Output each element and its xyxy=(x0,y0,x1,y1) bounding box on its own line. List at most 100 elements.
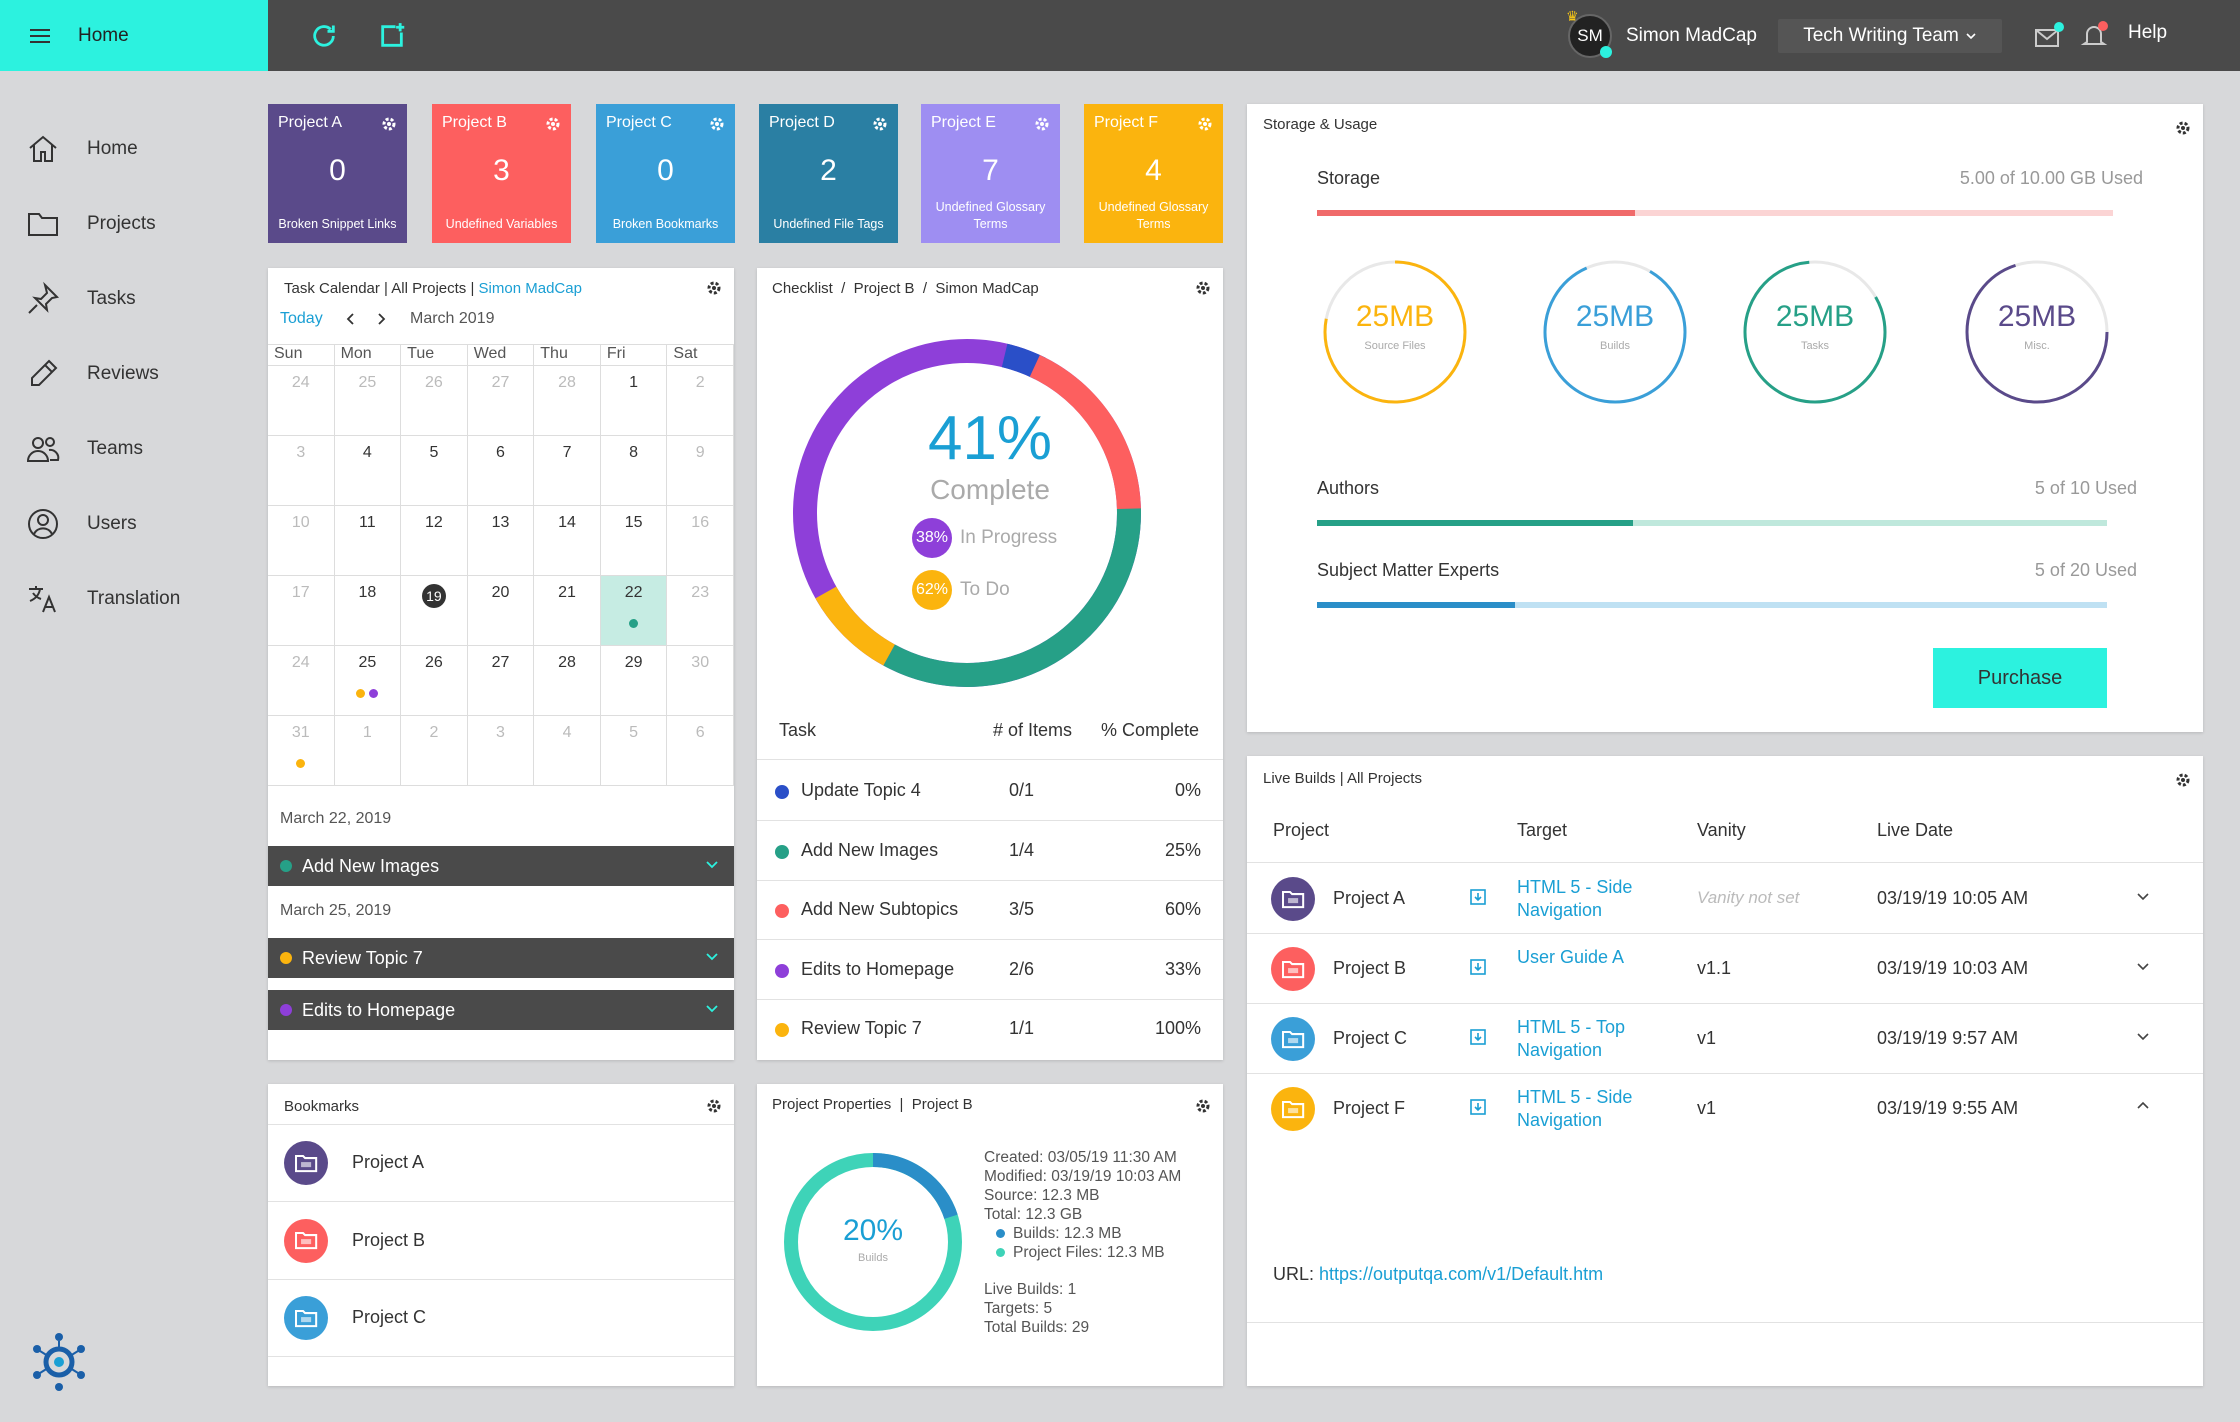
table-row[interactable]: Update Topic 4 0/1 0% xyxy=(757,762,1223,821)
table-row[interactable]: Review Topic 7 1/1 100% xyxy=(757,1000,1223,1058)
gear-icon[interactable] xyxy=(1034,116,1050,132)
stat-tile[interactable]: Project D 2 Undefined File Tags xyxy=(759,104,898,243)
gear-icon[interactable] xyxy=(1195,280,1211,296)
calendar-day[interactable]: 28 xyxy=(534,646,601,716)
calendar-day[interactable]: 14 xyxy=(534,506,601,576)
gear-icon[interactable] xyxy=(2175,772,2191,788)
sidebar-item-tasks[interactable]: Tasks xyxy=(0,269,268,329)
calendar-day[interactable]: 4 xyxy=(534,716,601,786)
chevron-up-icon[interactable] xyxy=(2135,1098,2151,1119)
calendar-day[interactable]: 6 xyxy=(467,436,535,506)
team-select[interactable]: Tech Writing Team xyxy=(1778,19,2002,53)
build-target-link[interactable]: HTML 5 - Side Navigation xyxy=(1517,1087,1633,1130)
stat-tile[interactable]: Project B 3 Undefined Variables xyxy=(432,104,571,243)
calendar-day[interactable]: 26 xyxy=(401,646,468,716)
calendar-day[interactable]: 24 xyxy=(268,366,335,436)
table-row[interactable]: Project C HTML 5 - Top Navigation v1 03/19/… xyxy=(1247,1004,2203,1074)
stat-tile[interactable]: Project C 0 Broken Bookmarks xyxy=(596,104,735,243)
table-row[interactable]: Edits to Homepage 2/6 33% xyxy=(757,941,1223,1000)
menu-icon[interactable] xyxy=(30,25,50,47)
calendar-day[interactable]: 25 xyxy=(334,366,402,436)
sidebar-item-teams[interactable]: Teams xyxy=(0,419,268,479)
mail-icon[interactable] xyxy=(2034,22,2064,50)
download-icon[interactable] xyxy=(1469,958,1487,981)
calendar-day[interactable]: 10 xyxy=(268,506,335,576)
brand-home[interactable]: Home xyxy=(0,0,268,71)
chevron-down-icon[interactable] xyxy=(2135,1028,2151,1049)
calendar-day[interactable]: 1 xyxy=(334,716,402,786)
refresh-icon[interactable] xyxy=(310,22,338,50)
calendar-day[interactable]: 13 xyxy=(467,506,535,576)
calendar-day[interactable]: 4 xyxy=(334,436,402,506)
calendar-day[interactable]: 9 xyxy=(667,436,734,506)
chevron-down-icon[interactable] xyxy=(2135,958,2151,979)
today-button[interactable]: Today xyxy=(280,310,323,327)
calendar-day[interactable]: 28 xyxy=(534,366,601,436)
gear-icon[interactable] xyxy=(706,1098,722,1114)
calendar-day[interactable]: 29 xyxy=(600,646,668,716)
calendar-day[interactable]: 6 xyxy=(667,716,734,786)
calendar-day[interactable]: 5 xyxy=(401,436,468,506)
build-url-link[interactable]: https://outputqa.com/v1/Default.htm xyxy=(1319,1264,1604,1284)
gear-icon[interactable] xyxy=(2175,120,2191,136)
calendar-day[interactable]: 7 xyxy=(534,436,601,506)
calendar-day[interactable]: 2 xyxy=(667,366,734,436)
bookmark-item[interactable]: Project B xyxy=(268,1203,734,1280)
calendar-day[interactable]: 18 xyxy=(334,576,402,646)
table-row[interactable]: Project A HTML 5 - Side Navigation Vanity … xyxy=(1247,864,2203,934)
chevron-left-icon[interactable] xyxy=(344,312,358,326)
bookmark-item[interactable]: Project C xyxy=(268,1280,734,1357)
sidebar-item-home[interactable]: Home xyxy=(0,119,268,179)
stat-tile[interactable]: Project A 0 Broken Snippet Links xyxy=(268,104,407,243)
help-link[interactable]: Help xyxy=(2128,22,2168,43)
calendar-day[interactable]: 23 xyxy=(667,576,734,646)
gear-icon[interactable] xyxy=(1197,116,1213,132)
calendar-day[interactable]: 30 xyxy=(667,646,734,716)
build-target-link[interactable]: HTML 5 - Top Navigation xyxy=(1517,1017,1626,1060)
sidebar-item-translation[interactable]: Translation xyxy=(0,569,268,629)
calendar-day[interactable]: 17 xyxy=(268,576,335,646)
calendar-day[interactable]: 1 xyxy=(600,366,668,436)
gear-icon[interactable] xyxy=(1195,1098,1211,1114)
chevron-right-icon[interactable] xyxy=(374,312,388,326)
gear-icon[interactable] xyxy=(381,116,397,132)
calendar-day[interactable]: 5 xyxy=(600,716,668,786)
calendar-event[interactable]: Review Topic 7 xyxy=(268,938,734,978)
build-target-link[interactable]: User Guide A xyxy=(1517,947,1625,967)
gear-icon[interactable] xyxy=(872,116,888,132)
download-icon[interactable] xyxy=(1469,888,1487,911)
stat-tile[interactable]: Project E 7 Undefined Glossary Terms xyxy=(921,104,1060,243)
build-target-link[interactable]: HTML 5 - Side Navigation xyxy=(1517,877,1633,920)
sidebar-item-projects[interactable]: Projects xyxy=(0,194,268,254)
calendar-day[interactable]: 24 xyxy=(268,646,335,716)
gear-icon[interactable] xyxy=(545,116,561,132)
chevron-down-icon[interactable] xyxy=(2135,888,2151,909)
download-icon[interactable] xyxy=(1469,1098,1487,1121)
calendar-day[interactable]: 3 xyxy=(268,436,335,506)
calendar-day[interactable]: 11 xyxy=(334,506,402,576)
calendar-day[interactable]: 21 xyxy=(534,576,601,646)
app-logo-icon[interactable] xyxy=(28,1331,90,1393)
calendar-day[interactable]: 16 xyxy=(667,506,734,576)
calendar-day[interactable]: 25 xyxy=(334,646,402,716)
calendar-day[interactable]: 27 xyxy=(467,646,535,716)
calendar-day[interactable]: 26 xyxy=(401,366,468,436)
calendar-day[interactable]: 27 xyxy=(467,366,535,436)
calendar-day[interactable]: 31 xyxy=(268,716,335,786)
calendar-event[interactable]: Add New Images xyxy=(268,846,734,886)
bell-icon[interactable] xyxy=(2080,20,2110,50)
table-row[interactable]: Add New Images 1/4 25% xyxy=(757,822,1223,881)
purchase-button[interactable]: Purchase xyxy=(1933,648,2107,708)
calendar-day[interactable]: 8 xyxy=(600,436,668,506)
table-row[interactable]: Project B User Guide A v1.1 03/19/19 10:03 … xyxy=(1247,934,2203,1004)
table-row[interactable]: Add New Subtopics 3/5 60% xyxy=(757,881,1223,940)
user-menu[interactable]: ♛ SM Simon MadCap xyxy=(1566,8,1757,62)
calendar-day[interactable]: 22 xyxy=(600,576,668,646)
bookmark-item[interactable]: Project A xyxy=(268,1125,734,1202)
calendar-day[interactable]: 3 xyxy=(467,716,535,786)
calendar-user-link[interactable]: Simon MadCap xyxy=(478,280,582,297)
stat-tile[interactable]: Project F 4 Undefined Glossary Terms xyxy=(1084,104,1223,243)
sidebar-item-users[interactable]: Users xyxy=(0,494,268,554)
calendar-day[interactable]: 20 xyxy=(467,576,535,646)
calendar-event[interactable]: Edits to Homepage xyxy=(268,990,734,1030)
